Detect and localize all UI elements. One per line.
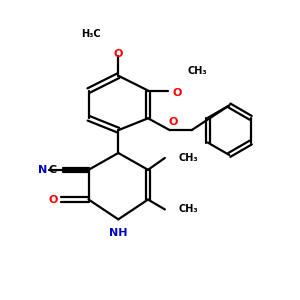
Text: CH₃: CH₃: [179, 153, 198, 163]
Text: N: N: [38, 165, 47, 175]
Text: O: O: [48, 194, 58, 205]
Text: O: O: [168, 117, 178, 127]
Text: O: O: [114, 49, 123, 59]
Text: H₃C: H₃C: [81, 29, 100, 39]
Text: CH₃: CH₃: [179, 204, 198, 214]
Text: O: O: [173, 88, 182, 98]
Text: CH₃: CH₃: [188, 66, 208, 76]
Text: NH: NH: [109, 228, 128, 238]
Text: C: C: [49, 165, 57, 175]
